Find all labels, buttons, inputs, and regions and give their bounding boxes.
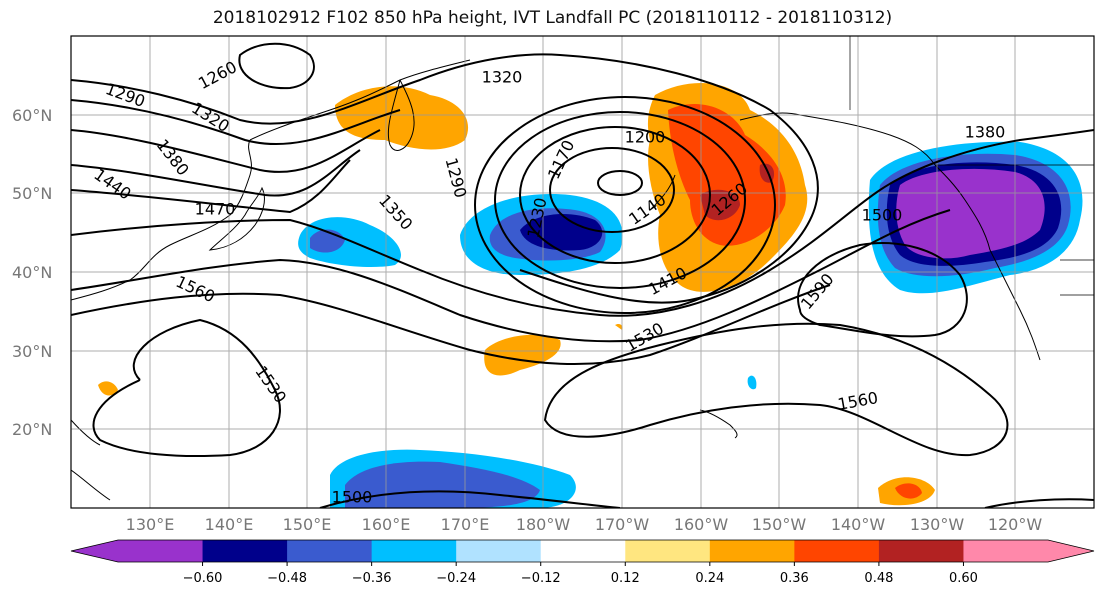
lat-label: 50°N <box>12 184 52 203</box>
lat-label: 30°N <box>12 342 52 361</box>
colorbar-swatch <box>540 540 626 562</box>
colorbar-swatch <box>118 540 204 562</box>
lon-label: 170°E <box>441 515 490 534</box>
colorbar-swatch <box>794 540 880 562</box>
longitude-labels: 130°E 140°E 150°E 160°E 170°E 180°W 170°… <box>126 515 1043 534</box>
colorbar-swatch <box>709 540 795 562</box>
colorbar-swatch <box>287 540 373 562</box>
colorbar-tick-label: 0.12 <box>611 571 640 586</box>
colorbar-swatch <box>963 540 1049 562</box>
lon-label: 130°W <box>910 515 965 534</box>
latitude-labels: 60°N 50°N 40°N 30°N 20°N <box>12 106 52 439</box>
contour-label: 1200 <box>625 128 666 147</box>
lat-label: 20°N <box>12 420 52 439</box>
lat-label: 40°N <box>12 263 52 282</box>
lat-label: 60°N <box>12 106 52 125</box>
colorbar-swatch <box>456 540 542 562</box>
colorbar-tick-label: −0.48 <box>267 571 307 586</box>
colorbar-extend-low <box>71 540 118 562</box>
colorbar-tick-label: 0.48 <box>864 571 893 586</box>
lon-label: 160°E <box>362 515 411 534</box>
lon-label: 140°W <box>831 515 886 534</box>
colorbar-tick-label: 0.60 <box>949 571 978 586</box>
positive-anomaly-kamchatka <box>335 86 469 150</box>
colorbar-tick-label: 0.24 <box>695 571 724 586</box>
colorbar-swatch <box>371 540 457 562</box>
contour-label: 1470 <box>195 200 236 219</box>
map-title: 2018102912 F102 850 hPa height, IVT Land… <box>212 8 893 28</box>
colorbar-swatch <box>202 540 288 562</box>
height-contours <box>71 42 1094 508</box>
lon-label: 150°W <box>752 515 807 534</box>
positive-anomaly-subtropical <box>484 334 561 376</box>
strong-anomaly-gulf-of-alaska <box>668 104 786 246</box>
colorbar-swatch <box>878 540 964 562</box>
lon-label: 130°E <box>126 515 175 534</box>
lon-label: 170°W <box>595 515 650 534</box>
colorbar: −0.60 −0.48 −0.36 −0.24 −0.12 0.12 0.24 0.36 0.4… <box>70 539 1095 586</box>
lon-label: 160°W <box>674 515 729 534</box>
colorbar-extend-high <box>1048 540 1094 562</box>
colorbar-swatch <box>625 540 711 562</box>
contour-label: 1320 <box>482 68 523 87</box>
lon-label: 140°E <box>205 515 254 534</box>
contour-label: 1500 <box>332 488 373 507</box>
contour-label: 1380 <box>965 123 1006 142</box>
colorbar-tick-label: −0.12 <box>521 571 561 586</box>
lon-label: 120°W <box>988 515 1043 534</box>
lon-label: 180°W <box>516 515 571 534</box>
colorbar-tick-label: −0.24 <box>436 571 476 586</box>
colorbar-outline <box>70 539 1095 563</box>
map-frame <box>70 35 1095 509</box>
colorbar-tick-label: 0.36 <box>780 571 809 586</box>
colorbar-tick-label: −0.36 <box>352 571 392 586</box>
coastlines <box>71 59 1041 501</box>
colorbar-tick-label: −0.60 <box>183 571 223 586</box>
lon-label: 150°E <box>283 515 332 534</box>
contour-label: 1500 <box>862 206 903 225</box>
